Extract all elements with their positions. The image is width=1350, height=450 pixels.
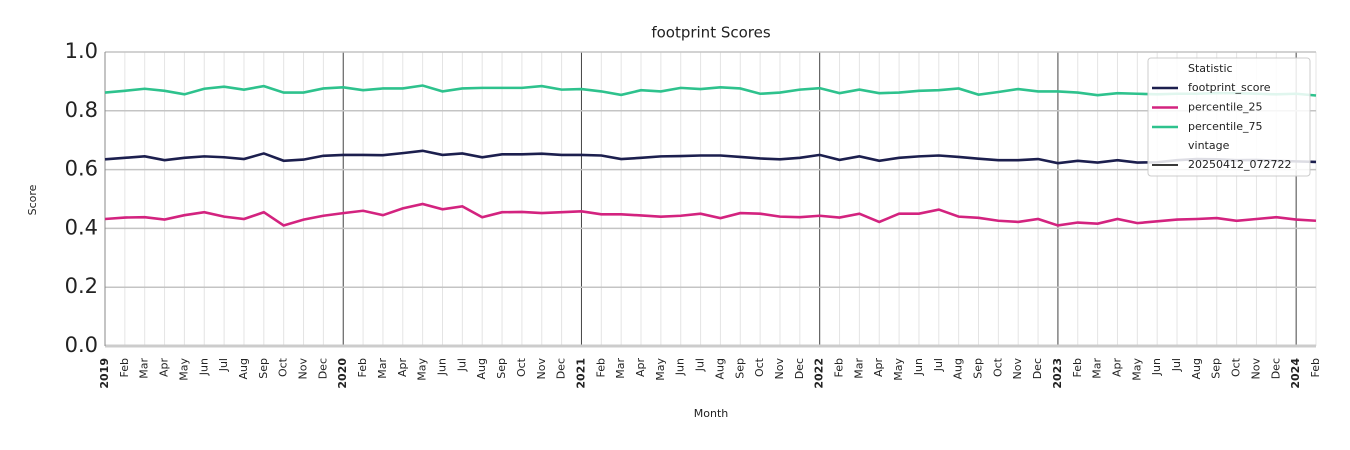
x-tick-label: Mar <box>376 358 389 379</box>
legend-label: footprint_score <box>1188 81 1271 94</box>
legend-label: percentile_75 <box>1188 120 1263 133</box>
x-tick-label: Oct <box>1230 357 1243 377</box>
x-tick-label: Oct <box>991 357 1004 377</box>
x-tick-label: Feb <box>594 358 607 377</box>
x-tick-label: Dec <box>555 358 568 379</box>
x-tick-label: Jun <box>435 358 448 376</box>
x-tick-label: May <box>1130 358 1143 381</box>
x-tick-label: Nov <box>535 358 548 380</box>
x-tick-label: Apr <box>872 358 885 378</box>
x-tick-label: Apr <box>1110 358 1123 378</box>
x-tick-label: Jun <box>912 358 925 376</box>
x-tick-label: 2021 <box>574 358 587 389</box>
legend-title: Statistic <box>1188 62 1233 75</box>
x-tick-label: Nov <box>1011 358 1024 380</box>
legend-subtitle: vintage <box>1188 139 1230 152</box>
x-tick-label: Feb <box>118 358 131 377</box>
x-tick-label: Dec <box>316 358 329 379</box>
series-line <box>104 149 1317 165</box>
legend-box <box>1147 57 1311 177</box>
x-tick-label: Aug <box>1190 358 1203 379</box>
x-tick-label: Sep <box>733 358 746 379</box>
x-tick-label: Apr <box>396 358 409 378</box>
y-axis-label: Score <box>26 184 39 215</box>
x-tick-label: Feb <box>1071 358 1084 377</box>
x-tick-label: Mar <box>1091 358 1104 379</box>
x-tick-label: Feb <box>833 358 846 377</box>
x-tick-label: Oct <box>515 357 528 377</box>
x-tick-label: Apr <box>634 358 647 378</box>
x-tick-label: Dec <box>1031 358 1044 379</box>
x-tick-label: Feb <box>356 358 369 377</box>
x-tick-label: Sep <box>257 358 270 379</box>
x-tick-label: Jun <box>1150 358 1163 376</box>
y-tick-label: 0.6 <box>65 157 98 181</box>
y-tick-label: 0.0 <box>65 333 98 357</box>
legend-label: 20250412_072722 <box>1188 158 1291 171</box>
x-tick-label: Sep <box>495 358 508 379</box>
chart-title: footprint Scores <box>651 24 771 42</box>
x-tick-label: 2020 <box>336 358 349 389</box>
x-tick-label: Jul <box>455 358 468 372</box>
x-tick-label: Aug <box>475 358 488 379</box>
legend-label: percentile_25 <box>1188 101 1263 114</box>
x-tick-label: Jun <box>197 358 210 376</box>
y-tick-label: 0.2 <box>65 274 98 298</box>
x-tick-label: Jul <box>217 358 230 372</box>
x-tick-label: Aug <box>237 358 250 379</box>
series-line <box>104 202 1317 227</box>
y-tick-label: 0.8 <box>65 98 98 122</box>
x-tick-label: 2024 <box>1289 358 1302 389</box>
x-tick-label: May <box>654 358 667 381</box>
y-tick-label: 0.4 <box>65 215 98 239</box>
x-tick-label: Feb <box>1309 358 1322 377</box>
x-tick-label: Aug <box>952 358 965 379</box>
x-tick-label: Jul <box>1170 358 1183 372</box>
x-tick-label: Nov <box>297 358 310 380</box>
x-tick-label: Mar <box>852 358 865 379</box>
x-tick-label: Dec <box>793 358 806 379</box>
x-tick-label: Apr <box>158 358 171 378</box>
y-tick-label: 1.0 <box>65 39 98 63</box>
x-axis-label: Month <box>694 407 729 420</box>
x-tick-label: Sep <box>972 358 985 379</box>
x-tick-label: May <box>892 358 905 381</box>
x-tick-label: Oct <box>753 357 766 377</box>
x-tick-label: Jun <box>674 358 687 376</box>
x-tick-label: Sep <box>1210 358 1223 379</box>
x-tick-label: 2019 <box>98 358 111 389</box>
x-tick-label: Nov <box>773 358 786 380</box>
x-tick-label: Mar <box>138 358 151 379</box>
x-tick-label: Nov <box>1249 358 1262 380</box>
x-tick-label: 2022 <box>813 358 826 389</box>
x-tick-label: May <box>416 358 429 381</box>
x-tick-label: 2023 <box>1051 358 1064 389</box>
x-tick-label: Jul <box>694 358 707 372</box>
series-line <box>104 84 1317 97</box>
x-tick-label: Dec <box>1269 358 1282 379</box>
x-tick-label: Oct <box>277 357 290 377</box>
x-tick-label: May <box>177 358 190 381</box>
x-tick-label: Jul <box>932 358 945 372</box>
x-tick-label: Aug <box>713 358 726 379</box>
x-tick-label: Mar <box>614 358 627 379</box>
